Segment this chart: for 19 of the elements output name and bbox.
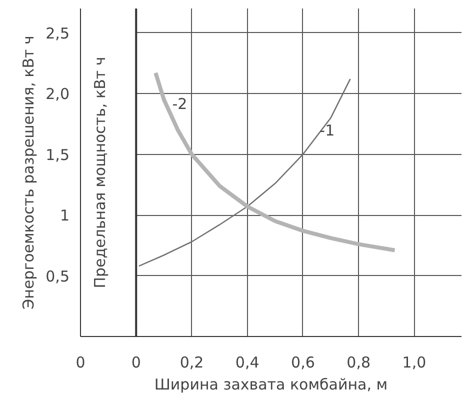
y-tick-label: 2,0 [46, 85, 70, 104]
annotation: -2 [172, 94, 188, 113]
y-tick-label: 2,5 [46, 24, 70, 42]
y2-axis-title: Предельная мощность, кВт ч [90, 56, 109, 288]
line-series [154, 70, 397, 252]
x-tick-label: 0,4 [235, 354, 260, 372]
line-series [138, 78, 351, 267]
x-tick-label: 0,2 [180, 354, 204, 372]
y-tick-label: 1 [60, 206, 70, 225]
x-tick-label: 0,6 [291, 354, 315, 372]
x-axis-title: Ширина захвата комбайна, м [154, 376, 388, 394]
annotation: -1 [320, 121, 335, 140]
x-tick-label: 0,8 [346, 354, 371, 372]
y-tick-label: 0,5 [46, 267, 70, 286]
x-tick-label: 0 [131, 354, 141, 372]
y-tick-label: 1,5 [46, 146, 70, 164]
y-axis-title: Энергоемкость разрешения, кВт ч [20, 36, 38, 310]
x-tick-label: 0 [76, 354, 86, 372]
x-tick-label: 1,0 [402, 354, 426, 372]
